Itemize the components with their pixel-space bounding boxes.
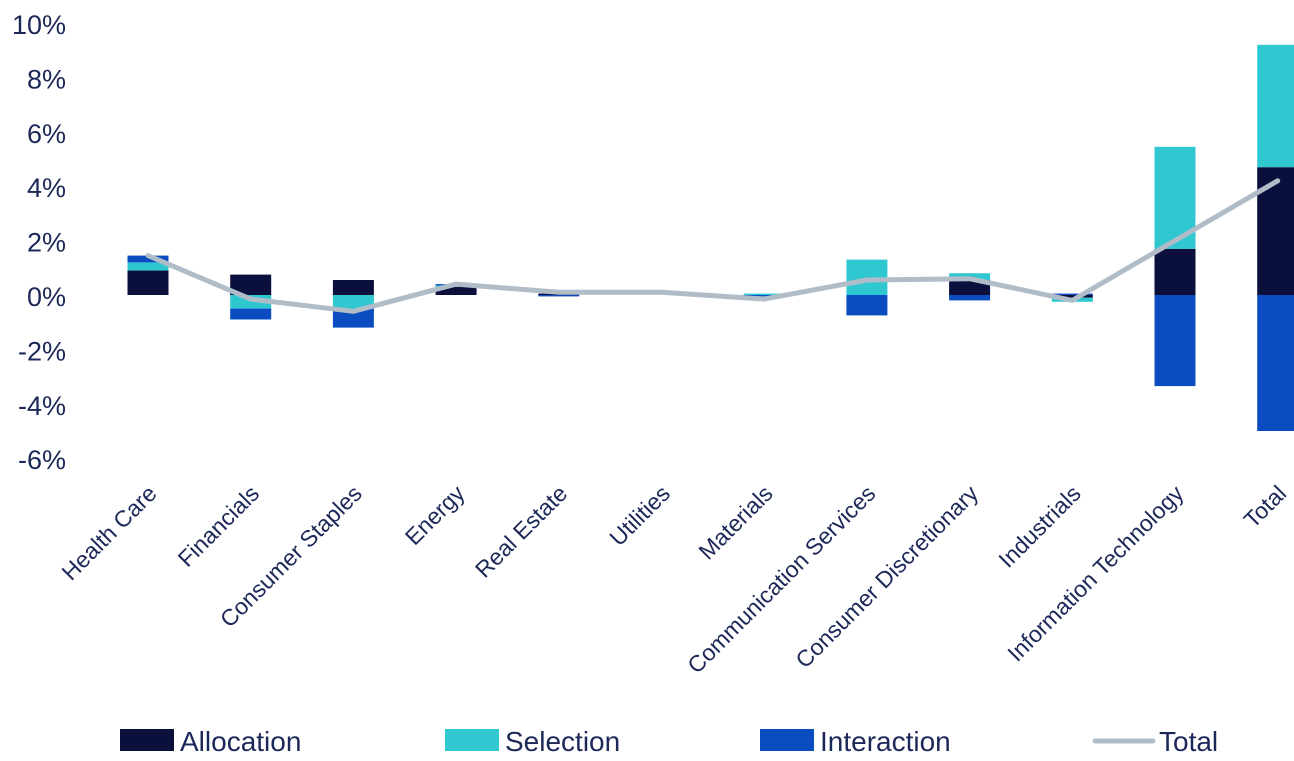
legend-swatch-selection [445,729,499,751]
legend-swatch-interaction [760,729,814,751]
line-total [148,181,1278,311]
bar-interaction-total [1257,295,1294,431]
x-tick-label: Real Estate [470,480,572,582]
legend-label-allocation: Allocation [180,726,301,756]
y-axis: 10% 8% 6% 4% 2% 0% -2% -4% -6% [12,10,66,475]
bar-selection-communication-services [846,260,887,295]
x-tick-label: Consumer Discretionary [790,480,983,673]
x-tick-label: Total [1238,480,1291,533]
legend-label-interaction: Interaction [820,726,951,756]
bar-interaction-real-estate [538,295,579,296]
bar-interaction-financials [230,309,271,320]
bar-allocation-consumer-staples [333,280,374,295]
bar-interaction-communication-services [846,295,887,315]
y-tick-label: -4% [18,391,66,421]
bar-allocation-health-care [128,271,169,296]
y-tick-label: 2% [27,228,66,258]
y-tick-label: 10% [12,10,66,40]
x-tick-label: Financials [173,480,265,572]
x-tick-label: Materials [693,480,777,564]
bar-allocation-information-technology [1155,249,1196,295]
bar-allocation-total [1257,167,1294,295]
total-line-layer [148,181,1278,311]
x-tick-label: Energy [400,480,470,550]
bar-interaction-consumer-discretionary [949,295,990,300]
x-tick-label: Utilities [604,480,675,551]
x-tick-label: Information Technology [1002,480,1189,667]
legend-label-selection: Selection [505,726,620,756]
y-tick-label: 8% [27,64,66,94]
bars-layer [128,45,1294,431]
y-tick-label: -2% [18,336,66,366]
legend: Allocation Selection Interaction Total [120,726,1218,756]
y-tick-label: 6% [27,119,66,149]
y-tick-label: -6% [18,445,66,475]
y-tick-label: 4% [27,173,66,203]
bar-selection-total [1257,45,1294,167]
legend-label-total: Total [1159,726,1218,756]
x-tick-label: Industrials [993,480,1086,573]
x-tick-label: Health Care [56,480,161,585]
bar-interaction-information-technology [1155,295,1196,386]
legend-swatch-allocation [120,729,174,751]
x-tick-label: Communication Services [682,480,880,678]
y-tick-label: 0% [27,282,66,312]
